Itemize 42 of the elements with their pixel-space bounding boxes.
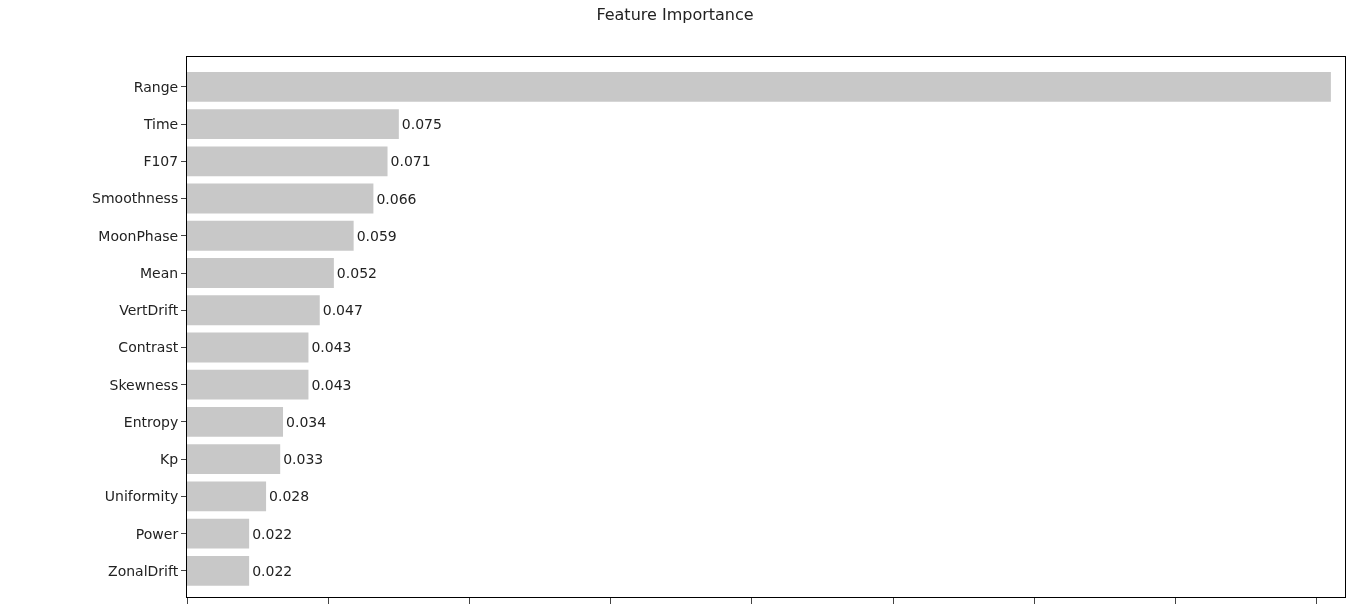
- data-label: 0.022: [252, 562, 293, 579]
- bar: [187, 444, 281, 475]
- y-tick-label: Skewness: [109, 376, 179, 393]
- y-tick-label: Power: [135, 525, 179, 542]
- y-tick-label: Smoothness: [92, 190, 179, 207]
- bar: [187, 481, 267, 512]
- y-tick-label: Range: [133, 78, 179, 95]
- bar: [187, 332, 309, 363]
- data-label: 0.043: [311, 376, 352, 393]
- bar: [187, 369, 309, 400]
- bar: [187, 183, 374, 214]
- data-label: 0.071: [390, 153, 431, 170]
- y-tick-label: F107: [143, 153, 179, 170]
- bar: [187, 556, 250, 586]
- data-label: 0.043: [311, 339, 352, 356]
- bar: [187, 407, 284, 437]
- bar: [187, 220, 354, 251]
- data-label: 0.033: [283, 451, 324, 468]
- data-label: 0.052: [336, 265, 377, 281]
- y-tick-label: Kp: [160, 451, 179, 468]
- y-tick-label: MoonPhase: [98, 227, 179, 244]
- bar: [187, 518, 250, 549]
- y-tick-label: Uniformity: [104, 488, 179, 505]
- y-tick-label: Time: [142, 115, 179, 132]
- data-label: 0.022: [252, 525, 293, 542]
- bar: [187, 295, 320, 326]
- bar: [187, 109, 399, 139]
- bar: [187, 71, 1331, 102]
- bar: [187, 146, 388, 177]
- data-label: 0.028: [269, 488, 310, 505]
- data-label: 0.066: [376, 190, 417, 207]
- y-tick-label: Entropy: [123, 413, 179, 430]
- data-label: 0.075: [401, 116, 442, 133]
- data-label: 0.047: [322, 302, 363, 319]
- y-tick-label: ZonalDrift: [108, 562, 179, 579]
- y-tick-label: Contrast: [118, 339, 179, 356]
- y-tick-label: Mean: [140, 264, 179, 281]
- bar: [187, 258, 334, 288]
- data-label: 0.034: [286, 413, 327, 430]
- data-label: 0.059: [356, 227, 397, 244]
- chart-title: Feature Importance: [596, 5, 754, 25]
- y-tick-label: VertDrift: [119, 302, 179, 319]
